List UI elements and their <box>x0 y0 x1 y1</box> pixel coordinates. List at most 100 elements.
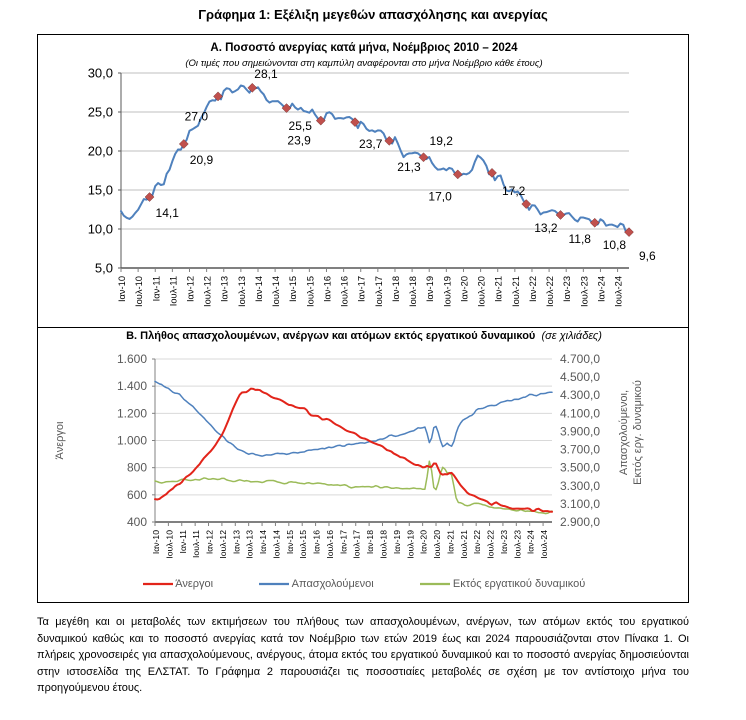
svg-text:Ιουλ-21: Ιουλ-21 <box>459 530 469 559</box>
svg-text:Ιουλ-13: Ιουλ-13 <box>245 530 255 559</box>
svg-text:Ιουλ-22: Ιουλ-22 <box>486 530 496 559</box>
svg-text:1.600: 1.600 <box>117 352 147 366</box>
svg-text:3.100,0: 3.100,0 <box>560 497 600 511</box>
svg-text:600: 600 <box>127 488 147 502</box>
svg-text:1.200: 1.200 <box>117 406 147 420</box>
svg-text:28,1: 28,1 <box>254 67 278 81</box>
svg-text:Ιουλ-19: Ιουλ-19 <box>442 276 452 307</box>
svg-text:Ιαν-22: Ιαν-22 <box>472 530 482 554</box>
svg-text:Ιουλ-16: Ιουλ-16 <box>325 530 335 559</box>
svg-text:3.300,0: 3.300,0 <box>560 479 600 493</box>
svg-text:25,0: 25,0 <box>88 105 113 120</box>
svg-text:Ιουλ-11: Ιουλ-11 <box>191 530 201 558</box>
svg-text:400: 400 <box>127 515 147 529</box>
svg-text:30,0: 30,0 <box>88 66 113 81</box>
svg-text:Ιουλ-18: Ιουλ-18 <box>378 530 388 559</box>
svg-text:Απασχολούμενοι,: Απασχολούμενοι, <box>618 390 630 475</box>
svg-text:Ιουλ-14: Ιουλ-14 <box>271 530 281 559</box>
svg-text:Ιουλ-19: Ιουλ-19 <box>405 530 415 559</box>
svg-text:4.100,0: 4.100,0 <box>560 406 600 420</box>
svg-text:Ιαν-13: Ιαν-13 <box>220 276 230 302</box>
svg-text:15,0: 15,0 <box>88 183 113 198</box>
svg-text:Ιαν-21: Ιαν-21 <box>494 276 504 302</box>
svg-text:Ιαν-14: Ιαν-14 <box>258 530 268 554</box>
svg-text:Ιαν-19: Ιαν-19 <box>392 530 402 554</box>
svg-text:Ιουλ-17: Ιουλ-17 <box>352 530 362 559</box>
svg-text:Εκτός εργ. δυναμικού: Εκτός εργ. δυναμικού <box>632 380 644 485</box>
svg-text:Ιαν-12: Ιαν-12 <box>185 276 195 302</box>
svg-text:Ιουλ-10: Ιουλ-10 <box>134 276 144 307</box>
svg-text:Ιουλ-16: Ιουλ-16 <box>340 276 350 307</box>
svg-text:Ιουλ-21: Ιουλ-21 <box>511 276 521 307</box>
svg-text:10,0: 10,0 <box>88 222 113 237</box>
svg-text:Ιαν-19: Ιαν-19 <box>425 276 435 302</box>
svg-text:Ιαν-11: Ιαν-11 <box>178 530 188 554</box>
svg-text:Ιαν-24: Ιαν-24 <box>526 530 536 554</box>
svg-text:4.300,0: 4.300,0 <box>560 388 600 402</box>
svg-text:Ιουλ-23: Ιουλ-23 <box>512 530 522 559</box>
svg-text:4.500,0: 4.500,0 <box>560 370 600 384</box>
svg-text:Ιαν-13: Ιαν-13 <box>231 530 241 554</box>
svg-text:800: 800 <box>127 461 147 475</box>
svg-text:Ιουλ-18: Ιουλ-18 <box>408 276 418 307</box>
svg-text:Ιαν-10: Ιαν-10 <box>117 276 127 302</box>
svg-text:Ιαν-17: Ιαν-17 <box>338 530 348 554</box>
svg-text:21,3: 21,3 <box>397 160 421 174</box>
svg-text:Ιαν-17: Ιαν-17 <box>357 276 367 302</box>
svg-text:3.900,0: 3.900,0 <box>560 424 600 438</box>
svg-text:Ιουλ-14: Ιουλ-14 <box>271 276 281 307</box>
svg-text:23,7: 23,7 <box>359 137 383 151</box>
svg-text:20,0: 20,0 <box>88 144 113 159</box>
svg-text:Ιαν-10: Ιαν-10 <box>151 530 161 554</box>
svg-text:Άνεργοι: Άνεργοι <box>54 421 66 459</box>
svg-text:Ιουλ-20: Ιουλ-20 <box>477 276 487 307</box>
svg-text:17,0: 17,0 <box>428 189 452 203</box>
svg-text:10,8: 10,8 <box>603 238 627 252</box>
svg-text:1.400: 1.400 <box>117 379 147 393</box>
svg-text:Ιαν-21: Ιαν-21 <box>445 530 455 554</box>
svg-text:Ιαν-16: Ιαν-16 <box>322 276 332 302</box>
svg-text:Ιουλ-13: Ιουλ-13 <box>237 276 247 307</box>
svg-text:Ιουλ-24: Ιουλ-24 <box>614 276 624 307</box>
svg-text:25,5: 25,5 <box>289 119 313 133</box>
svg-text:Ιουλ-15: Ιουλ-15 <box>305 276 315 307</box>
svg-text:Ιουλ-23: Ιουλ-23 <box>579 276 589 307</box>
svg-text:Ιαν-18: Ιαν-18 <box>365 530 375 554</box>
svg-text:19,2: 19,2 <box>430 134 454 148</box>
svg-text:11,8: 11,8 <box>569 232 592 246</box>
svg-text:13,2: 13,2 <box>534 221 558 235</box>
svg-text:20,9: 20,9 <box>190 153 214 167</box>
svg-text:5,0: 5,0 <box>95 261 113 276</box>
svg-text:Ιαν-12: Ιαν-12 <box>205 530 215 554</box>
svg-text:Ιουλ-20: Ιουλ-20 <box>432 530 442 559</box>
svg-text:Ιουλ-10: Ιουλ-10 <box>164 530 174 559</box>
svg-text:Ιαν-11: Ιαν-11 <box>151 276 161 301</box>
svg-text:3.700,0: 3.700,0 <box>560 443 600 457</box>
svg-text:3.500,0: 3.500,0 <box>560 461 600 475</box>
svg-text:Ιαν-15: Ιαν-15 <box>288 276 298 302</box>
svg-text:Ιαν-23: Ιαν-23 <box>499 530 509 554</box>
svg-text:Ιουλ-22: Ιουλ-22 <box>545 276 555 307</box>
svg-text:Ιουλ-12: Ιουλ-12 <box>203 276 213 307</box>
svg-text:2.900,0: 2.900,0 <box>560 515 600 529</box>
svg-text:Ιουλ-15: Ιουλ-15 <box>298 530 308 559</box>
svg-text:Ιουλ-24: Ιουλ-24 <box>539 530 549 559</box>
svg-text:Ιαν-24: Ιαν-24 <box>596 276 606 302</box>
svg-text:Ιαν-15: Ιαν-15 <box>285 530 295 554</box>
svg-text:27,0: 27,0 <box>185 109 209 123</box>
svg-text:Ιαν-20: Ιαν-20 <box>459 276 469 302</box>
svg-text:Ιαν-14: Ιαν-14 <box>254 276 264 302</box>
svg-text:17,2: 17,2 <box>502 184 526 198</box>
svg-text:Ιουλ-17: Ιουλ-17 <box>374 276 384 307</box>
svg-text:Ιουλ-12: Ιουλ-12 <box>218 530 228 559</box>
svg-text:14,1: 14,1 <box>156 206 180 220</box>
svg-text:23,9: 23,9 <box>287 134 311 148</box>
svg-text:Ιουλ-11: Ιουλ-11 <box>168 276 178 306</box>
svg-text:Ιαν-16: Ιαν-16 <box>312 530 322 554</box>
svg-text:9,6: 9,6 <box>639 249 656 263</box>
svg-text:1.000: 1.000 <box>117 434 147 448</box>
svg-text:Ιαν-22: Ιαν-22 <box>528 276 538 302</box>
svg-text:Ιαν-20: Ιαν-20 <box>419 530 429 554</box>
svg-text:Ιαν-23: Ιαν-23 <box>562 276 572 302</box>
svg-text:4.700,0: 4.700,0 <box>560 352 600 366</box>
